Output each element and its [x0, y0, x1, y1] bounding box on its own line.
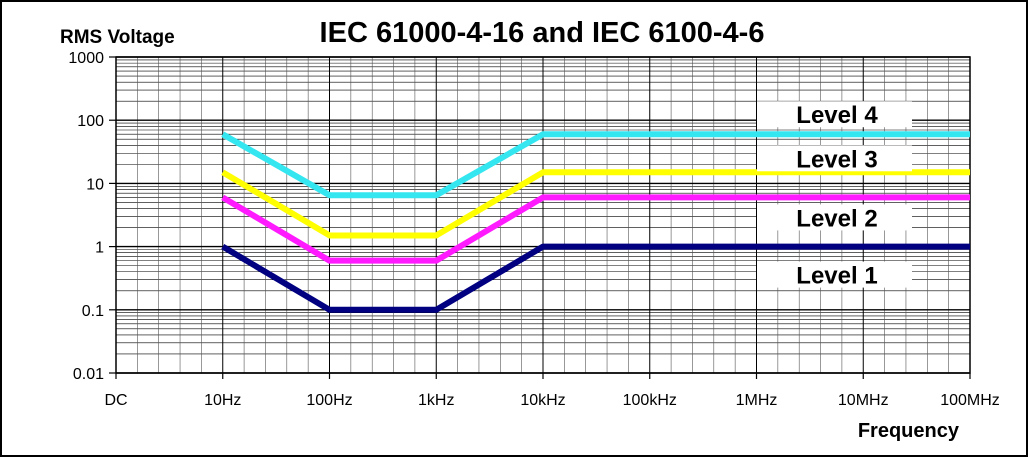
- series-label-level-2: Level 2: [796, 205, 877, 232]
- x-tick-label: DC: [104, 392, 127, 409]
- series-line-level-3: [221, 169, 970, 239]
- series-label-box-level-2: [757, 204, 912, 231]
- series-label-level-4: Level 4: [796, 102, 878, 129]
- plot-border: [115, 56, 971, 374]
- y-tick-label: 1000: [68, 50, 104, 67]
- series-label-level-1: Level 1: [796, 263, 877, 290]
- y-tick-label: 100: [77, 113, 104, 130]
- series-label-box-level-4: [757, 101, 912, 128]
- series-line-level-2: [221, 194, 970, 264]
- x-tick-label: 100MHz: [940, 392, 1000, 409]
- x-tick-label: 10Hz: [204, 392, 241, 409]
- chart-title: IEC 61000-4-16 and IEC 6100-4-6: [320, 17, 765, 49]
- series-line-level-4: [221, 131, 970, 199]
- x-axis-label: Frequency: [858, 420, 960, 442]
- series-label-box-level-3: [757, 145, 912, 172]
- y-tick-label: 1: [95, 240, 104, 257]
- series-line-level-1: [221, 243, 970, 313]
- series-label-level-3: Level 3: [796, 146, 877, 173]
- x-tick-label: 10MHz: [838, 392, 889, 409]
- y-axis-label: RMS Voltage: [60, 27, 175, 48]
- x-tick-label: 100kHz: [623, 392, 677, 409]
- x-tick-label: 100Hz: [306, 392, 352, 409]
- y-tick-label: 0.01: [73, 366, 104, 383]
- y-tick-label: 0.1: [82, 303, 104, 320]
- x-tick-label: 10kHz: [520, 392, 565, 409]
- series-label-box-level-1: [757, 261, 912, 288]
- x-tick-label: 1MHz: [736, 392, 778, 409]
- x-tick-label: 1kHz: [418, 392, 454, 409]
- y-tick-label: 10: [86, 176, 104, 193]
